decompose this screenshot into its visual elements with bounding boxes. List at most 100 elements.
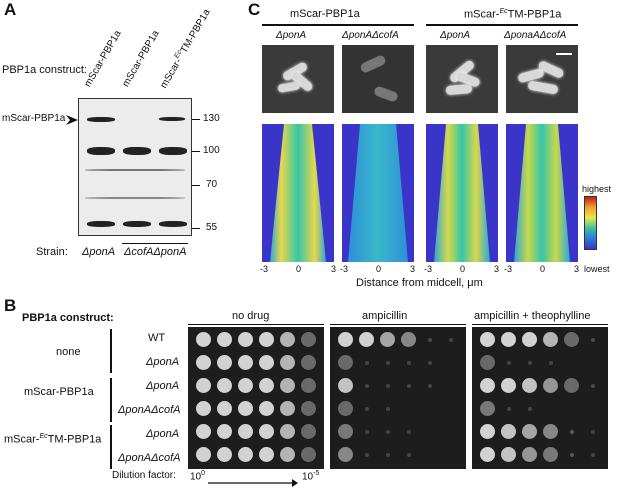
dilution-start: 100 <box>190 470 206 483</box>
colony-spot <box>506 406 511 411</box>
western-blot <box>78 98 192 236</box>
kymograph-3 <box>426 124 498 262</box>
dilution-end: 10-5 <box>302 470 320 483</box>
kymograph-2 <box>342 124 414 262</box>
colony-spot <box>590 452 595 457</box>
colony-spot <box>301 355 316 370</box>
mw-130: 130 <box>203 113 220 124</box>
colony-spot <box>338 447 353 462</box>
colony-spot <box>406 452 411 457</box>
colony-spot <box>406 383 411 388</box>
mw-70: 70 <box>206 179 218 190</box>
colony-spot <box>364 406 369 411</box>
colony-spot <box>427 360 432 365</box>
scale-low-label: lowest <box>584 264 610 274</box>
colony-spot <box>238 332 253 347</box>
colony-spot <box>238 447 253 462</box>
colony-spot <box>569 429 574 434</box>
colony-spot <box>338 424 353 439</box>
group2-title: mScar-EcTM-PBP1a <box>464 8 562 21</box>
colony-spot <box>301 332 316 347</box>
tick-k1-neg: -3 <box>260 264 269 274</box>
colony-spot <box>196 355 211 370</box>
colony-spot <box>338 401 353 416</box>
colony-spot <box>522 332 537 347</box>
dilution-arrow-icon <box>208 474 298 492</box>
colony-spot <box>543 332 558 347</box>
colony-spot <box>259 378 274 393</box>
colony-spot <box>338 355 353 370</box>
colony-spot <box>427 383 432 388</box>
lane-label-3: mScar-EcTM-PBP1a <box>158 7 213 91</box>
micrograph-2 <box>342 45 414 113</box>
plate-ampicillin <box>330 327 466 469</box>
colony-spot <box>196 401 211 416</box>
dilution-label: Dilution factor: <box>112 470 176 481</box>
colony-spot <box>280 401 295 416</box>
scale-bar <box>556 53 572 55</box>
colony-spot <box>301 447 316 462</box>
colony-spot <box>385 452 390 457</box>
tick-k2-zero: 0 <box>376 264 382 274</box>
lane-label-1: mScar-PBP1a <box>82 28 124 89</box>
colony-spot <box>527 360 532 365</box>
row-label-5: ΔponA <box>146 428 180 440</box>
panel-b-letter: B <box>4 296 17 315</box>
colony-spot <box>385 429 390 434</box>
colony-spot <box>527 406 532 411</box>
colony-spot <box>480 378 495 393</box>
mw-55: 55 <box>206 222 218 233</box>
colony-spot <box>259 424 274 439</box>
col-label-1: ΔponA <box>276 30 307 41</box>
kymo-xlabel: Distance from midcell, μm <box>356 277 483 289</box>
colony-spot <box>506 360 511 365</box>
colony-spot <box>280 332 295 347</box>
panel-c-letter: C <box>248 0 261 19</box>
group1-title: mScar-PBP1a <box>290 8 360 20</box>
kymograph-4 <box>506 124 578 262</box>
colony-spot <box>238 424 253 439</box>
colony-spot <box>385 406 390 411</box>
colony-spot <box>338 378 353 393</box>
colony-spot <box>196 447 211 462</box>
colony-spot <box>338 332 353 347</box>
colony-spot <box>280 424 295 439</box>
colony-spot <box>590 337 595 342</box>
colony-spot <box>501 447 516 462</box>
tick-k1-zero: 0 <box>296 264 302 274</box>
colony-spot <box>217 355 232 370</box>
colony-spot <box>359 332 374 347</box>
colony-spot <box>564 378 579 393</box>
colony-spot <box>501 332 516 347</box>
colony-spot <box>522 424 537 439</box>
colony-spot <box>280 447 295 462</box>
colony-spot <box>543 378 558 393</box>
tick-k4-zero: 0 <box>540 264 546 274</box>
strain-label: Strain: <box>36 246 68 258</box>
colony-spot <box>543 424 558 439</box>
group-mscar: mScar-PBP1a <box>24 386 94 398</box>
col-label-3: ΔponA <box>440 30 471 41</box>
colony-spot <box>480 355 495 370</box>
b-construct-header: PBP1a construct: <box>22 312 114 324</box>
tick-k4-neg: -3 <box>504 264 513 274</box>
colony-spot <box>543 447 558 462</box>
colony-spot <box>480 332 495 347</box>
colony-spot <box>401 332 416 347</box>
row-label-6: ΔponAΔcofA <box>118 452 181 464</box>
scale-high-label: highest <box>582 184 612 194</box>
colony-spot <box>238 378 253 393</box>
colony-spot <box>480 424 495 439</box>
cond-ampicillin: ampicillin <box>362 310 408 322</box>
colony-spot <box>259 355 274 370</box>
colony-spot <box>406 429 411 434</box>
colony-spot <box>564 332 579 347</box>
colony-spot <box>480 447 495 462</box>
group-none: none <box>56 346 81 358</box>
colony-spot <box>590 429 595 434</box>
colony-spot <box>217 424 232 439</box>
lane-label-2: mScar-PBP1a <box>120 28 162 89</box>
strain-2: ΔcofAΔponA <box>124 246 187 258</box>
colony-spot <box>259 447 274 462</box>
colony-spot <box>196 378 211 393</box>
